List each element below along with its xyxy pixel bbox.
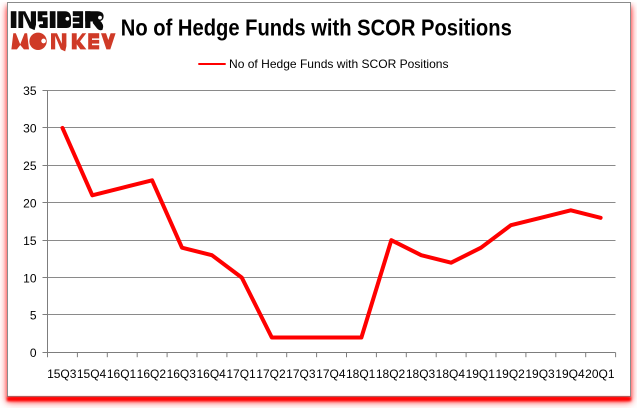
svg-text:15Q3: 15Q3 [47, 367, 77, 381]
svg-text:15Q4: 15Q4 [77, 367, 107, 381]
svg-text:17Q2: 17Q2 [256, 367, 286, 381]
svg-text:16Q4: 16Q4 [196, 367, 226, 381]
svg-text:17Q3: 17Q3 [286, 367, 316, 381]
svg-text:18Q1: 18Q1 [346, 367, 376, 381]
svg-text:15: 15 [23, 234, 37, 248]
svg-text:18Q2: 18Q2 [376, 367, 406, 381]
svg-text:19Q2: 19Q2 [495, 367, 525, 381]
svg-text:16Q3: 16Q3 [167, 367, 197, 381]
svg-text:19Q3: 19Q3 [525, 367, 555, 381]
svg-text:0: 0 [30, 346, 37, 360]
svg-text:10: 10 [23, 271, 37, 285]
svg-text:19Q4: 19Q4 [555, 367, 585, 381]
svg-text:18Q3: 18Q3 [406, 367, 436, 381]
svg-text:25: 25 [23, 159, 37, 173]
svg-text:No of Hedge Funds with SCOR Po: No of Hedge Funds with SCOR Positions [229, 57, 449, 71]
svg-text:20: 20 [23, 196, 37, 210]
svg-text:17Q4: 17Q4 [316, 367, 346, 381]
svg-text:5: 5 [30, 308, 37, 322]
svg-text:30: 30 [23, 121, 37, 135]
svg-text:No of Hedge Funds with SCOR Po: No of Hedge Funds with SCOR Positions [121, 15, 512, 41]
svg-text:16Q2: 16Q2 [137, 367, 167, 381]
svg-text:20Q1: 20Q1 [585, 367, 615, 381]
svg-text:35: 35 [23, 84, 37, 98]
svg-text:16Q1: 16Q1 [107, 367, 137, 381]
svg-text:19Q1: 19Q1 [466, 367, 496, 381]
svg-text:17Q1: 17Q1 [226, 367, 256, 381]
svg-text:18Q4: 18Q4 [436, 367, 466, 381]
